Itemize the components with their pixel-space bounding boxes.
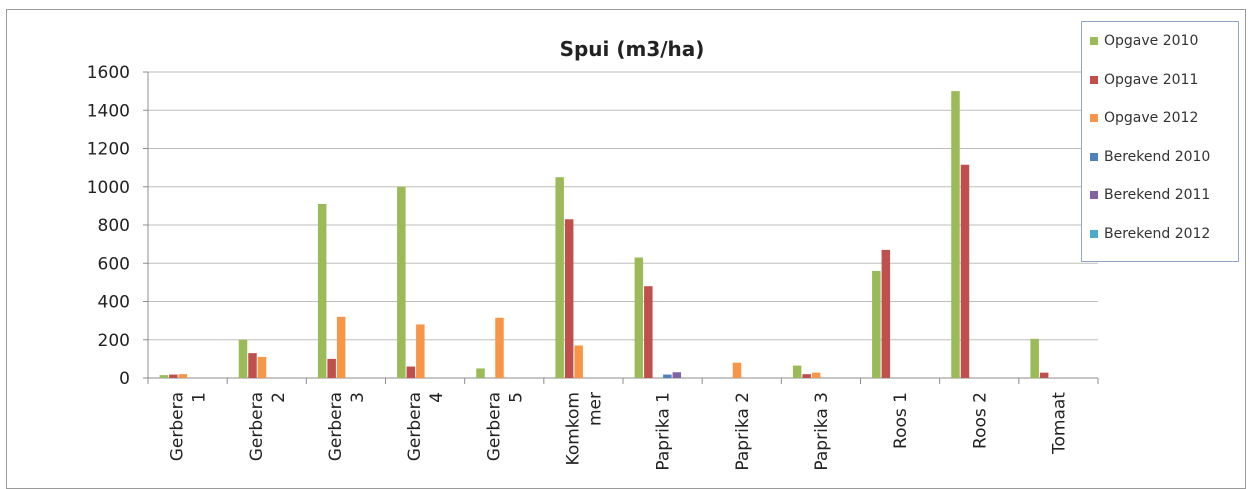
legend-label: Opgave 2011 [1104,71,1199,88]
bar-opgave-2011 [881,249,891,378]
bar-opgave-2010 [555,177,564,378]
x-tick-label: Roos 2 [970,392,990,449]
chart-title: Spui (m3/ha) [560,37,705,61]
x-tick-label: 3 [348,392,368,403]
x-tick-label: Tomaat [1049,392,1069,455]
bar-opgave-2010 [872,270,881,378]
bar-opgave-2011 [644,286,653,378]
x-tick-label: 1 [190,392,210,403]
x-tick-label: Gerbera [405,392,425,461]
legend-item: Berekend 2011 [1090,185,1210,205]
x-tick-label: Gerbera [247,392,267,461]
x-tick-label: 4 [427,392,447,403]
legend-label: Berekend 2011 [1104,187,1211,203]
bar-opgave-2012 [178,374,188,378]
legend-swatch [1090,75,1098,84]
bar-opgave-2010 [159,375,169,378]
x-tick-label: Paprika 1 [654,392,674,471]
x-tick-label: Gerbera [326,392,346,461]
legend-item: Opgave 2012 [1090,108,1198,128]
x-tick-label: Gerbera [168,392,188,461]
legend-swatch [1090,152,1098,161]
x-tick-label: Gerbera [484,392,504,461]
legend-item: Berekend 2010 [1090,147,1210,167]
legend-swatch [1090,114,1098,122]
bar-opgave-2012 [495,317,504,378]
bar-opgave-2010 [238,339,248,378]
chart-frame [6,9,1246,489]
bar-berekend-2011 [672,372,682,378]
y-tick-label: 1000 [87,178,130,198]
bar-opgave-2012 [574,345,583,378]
y-tick-label: 0 [119,369,130,389]
y-tick-label: 400 [98,293,130,313]
legend-label: Berekend 2010 [1104,148,1211,165]
legend-label: Opgave 2010 [1104,33,1199,49]
x-tick-label: Roos 1 [891,392,911,449]
bar-berekend-2010 [663,374,672,378]
y-tick-label: 1200 [87,140,130,160]
bar-opgave-2011 [406,366,416,378]
y-tick-label: 600 [98,254,130,274]
x-tick-label: mer [585,392,605,426]
bar-opgave-2011 [960,164,970,378]
y-tick-label: 1600 [87,63,130,83]
bar-opgave-2012 [732,362,742,378]
bar-opgave-2011 [802,374,811,378]
legend-swatch [1090,229,1098,238]
bar-opgave-2010 [317,203,327,378]
legend-item: Opgave 2011 [1090,70,1198,90]
chart-legend: Opgave 2010 Opgave 2011 Opgave 2012 Bereken… [1081,21,1239,262]
legend-item: Berekend 2012 [1090,224,1210,244]
x-tick-label: 5 [506,392,526,403]
bar-opgave-2012 [336,316,346,378]
bar-opgave-2010 [1030,338,1039,378]
bar-opgave-2011 [1039,372,1049,378]
legend-item: Opgave 2010 [1090,31,1198,51]
bar-opgave-2011 [327,358,336,378]
bar-opgave-2012 [416,324,425,378]
legend-swatch [1090,37,1098,45]
bar-opgave-2012 [257,356,267,378]
bar-opgave-2011 [169,374,178,378]
bar-opgave-2011 [248,353,257,378]
legend-label: Berekend 2012 [1104,225,1211,242]
x-tick-label: 2 [269,392,289,403]
legend-swatch [1090,191,1098,199]
bar-opgave-2010 [397,186,406,378]
y-tick-label: 200 [98,331,130,351]
x-tick-label: Paprika 2 [733,392,753,471]
bar-opgave-2010 [634,257,644,378]
x-tick-label: Paprika 3 [812,392,832,471]
bar-opgave-2010 [951,91,960,378]
legend-label: Opgave 2012 [1104,110,1199,126]
bar-opgave-2012 [811,372,821,378]
y-tick-label: 1400 [87,101,130,121]
bar-opgave-2010 [476,368,485,378]
x-tick-label: Komkom [563,392,583,465]
bar-opgave-2010 [792,365,802,378]
y-tick-label: 800 [98,216,130,236]
bar-opgave-2011 [564,219,574,378]
